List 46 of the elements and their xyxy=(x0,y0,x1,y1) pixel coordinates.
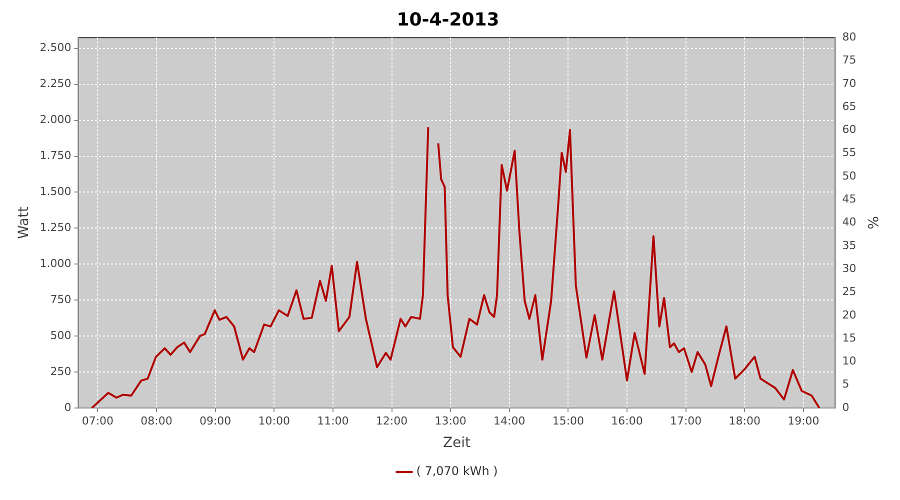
x-axis-title: Zeit xyxy=(442,435,472,452)
legend-label: ( 7,070 kWh ) xyxy=(416,464,498,478)
x-tick-label: 09:00 xyxy=(199,414,232,428)
y2-tick-label: 10 xyxy=(842,354,856,368)
x-tick-label: 13:00 xyxy=(434,414,466,428)
y-tick-label: 1.500 xyxy=(40,185,72,198)
y-axis-title: Watt xyxy=(16,206,32,240)
y-tick-label: 250 xyxy=(50,364,72,378)
y-tick-label: 750 xyxy=(50,292,72,306)
x-tick-label: 10:00 xyxy=(258,414,290,428)
y2-tick-label: 5 xyxy=(842,378,850,391)
y2-tick-label: 40 xyxy=(842,216,856,229)
x-tick-label: 12:00 xyxy=(376,414,408,428)
x-tick-label: 14:00 xyxy=(494,414,526,428)
y2-tick-label: 50 xyxy=(842,169,856,182)
y2-tick-label: 60 xyxy=(842,123,856,136)
y2-tick-label: 65 xyxy=(842,100,856,113)
x-tick-label: 18:00 xyxy=(728,414,760,428)
y2-tick-label: 75 xyxy=(842,54,856,67)
y-tick-label: 2.000 xyxy=(40,113,72,126)
x-tick-label: 15:00 xyxy=(552,414,584,428)
x-tick-label: 11:00 xyxy=(317,414,349,428)
y2-tick-label: 80 xyxy=(842,30,856,44)
y2-tick-label: 15 xyxy=(842,331,856,344)
y2-tick-label: 0 xyxy=(842,400,850,414)
x-tick-label: 19:00 xyxy=(788,414,820,428)
y-tick-label: 1.750 xyxy=(40,149,72,162)
y2-tick-label: 35 xyxy=(842,238,856,252)
y-tick-label: 1.000 xyxy=(40,257,72,270)
y-tick-label: 500 xyxy=(50,328,72,342)
x-tick-label: 08:00 xyxy=(140,414,172,428)
y2-tick-label: 55 xyxy=(842,146,856,160)
x-tick-label: 17:00 xyxy=(670,414,702,428)
y-tick-label: 0 xyxy=(64,400,72,414)
chart-title: 10-4-2013 xyxy=(396,9,500,30)
y2-tick-label: 45 xyxy=(842,192,856,206)
y2-tick-label: 70 xyxy=(842,76,856,90)
y2-tick-label: 30 xyxy=(842,262,856,275)
y2-tick-label: 20 xyxy=(842,308,856,322)
y-tick-label: 2.250 xyxy=(40,77,72,90)
x-tick-label: 16:00 xyxy=(611,414,643,428)
y2-axis-title: % xyxy=(864,216,880,230)
x-tick-label: 07:00 xyxy=(82,414,114,428)
y2-tick-label: 25 xyxy=(842,285,856,298)
y-tick-label: 1.250 xyxy=(40,221,72,234)
y-tick-label: 2.500 xyxy=(40,41,72,54)
